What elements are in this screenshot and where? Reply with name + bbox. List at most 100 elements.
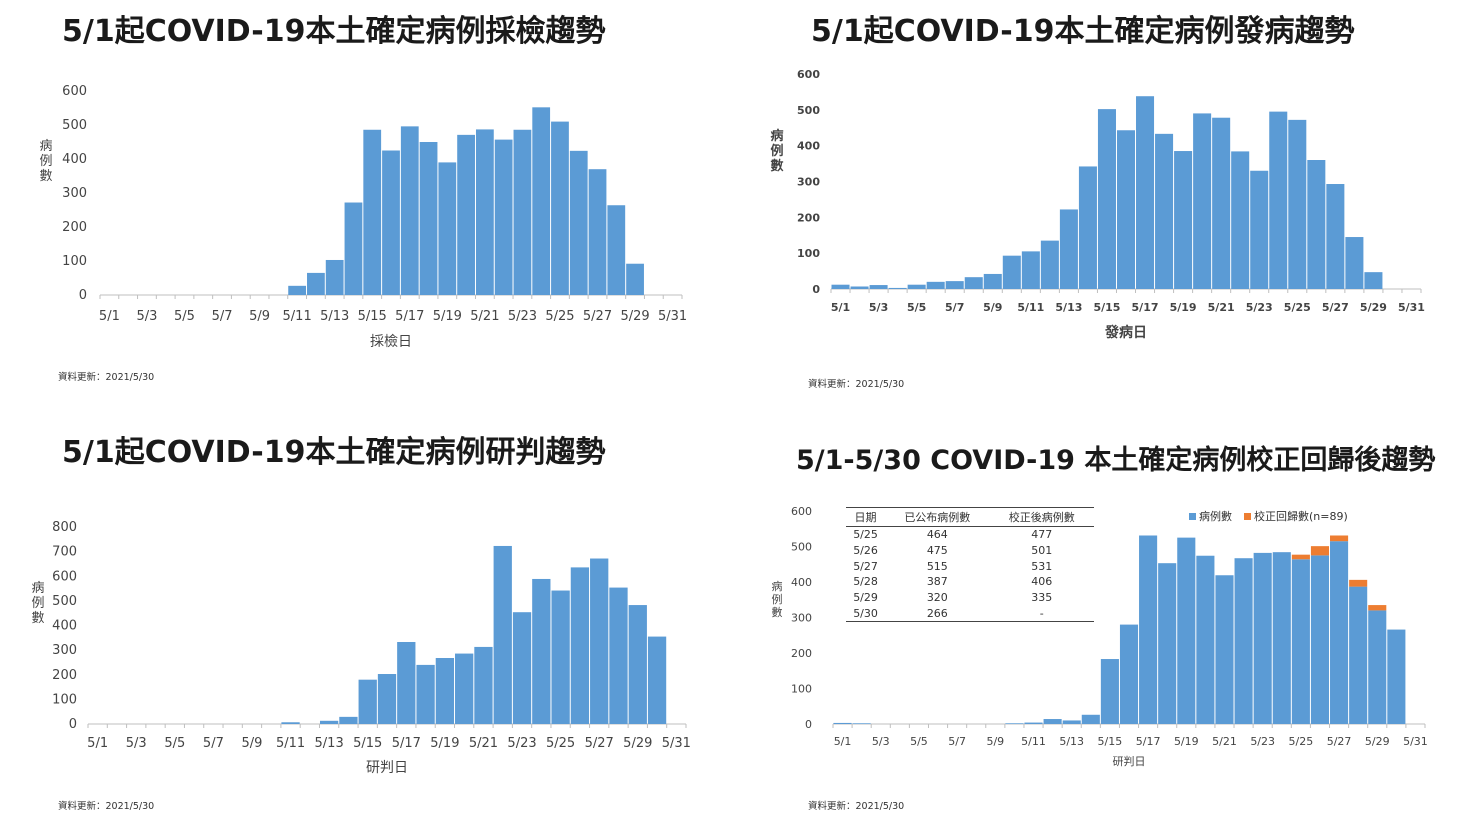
chart-onset-trend: 0 100 200 300 400 500 600 5/1 5/3 5/5 5/7 5/9 5/11 5/… [770,68,1424,341]
x-tick-label: 5/31 [1403,735,1428,748]
bar [1002,255,1021,289]
bar [1364,272,1383,289]
bar [1215,575,1234,724]
table-header-row: 日期 已公布病例數 校正後病例數 [846,507,1094,527]
bar [1231,151,1250,289]
bar [1100,659,1119,724]
bar [1136,96,1155,289]
bar [1387,629,1406,724]
bar [1212,117,1231,289]
bar [363,129,382,295]
bar [1059,209,1078,289]
bar [1288,119,1307,289]
bar [831,284,850,289]
y-tick-label: 300 [52,643,77,658]
y-tick-label: 100 [791,683,812,696]
bar [475,129,494,295]
y-axis-title-char: 例 [770,143,783,159]
y-tick-label: 300 [62,186,87,201]
bar [1040,240,1059,289]
y-axis-title-char: 數 [772,606,783,619]
x-tick-label: 5/23 [507,736,536,751]
x-tick-label: 5/25 [545,309,574,324]
y-tick-label: 200 [52,668,77,683]
y-axis-title-char: 數 [31,611,44,626]
bar [1326,184,1345,289]
table-row: 5/29 320 335 [846,590,1094,606]
bar [570,567,590,724]
x-tick-label: 5/1 [831,301,850,314]
y-tick-label: 600 [791,505,812,518]
table-cell: 320 [926,591,948,605]
bar [850,286,869,289]
y-tick-label: 400 [62,152,87,167]
chart-legend: 病例數 校正回歸數(n=89) [1189,508,1360,524]
table-cell: 5/25 [853,528,878,542]
x-tick-label: 5/13 [1055,301,1082,314]
x-tick-label: 5/17 [395,309,424,324]
x-tick-label: 5/11 [276,736,305,751]
bar [1155,133,1174,289]
table-header: 校正後病例數 [989,507,1094,527]
x-tick-label: 5/15 [358,309,387,324]
y-tick-label: 800 [52,520,77,535]
x-axis-title: 發病日 [1104,324,1147,341]
x-tick-label: 5/25 [546,736,575,751]
x-tick-label: 5/21 [470,309,499,324]
table-cell: 5/29 [853,591,878,605]
bar [1250,170,1269,289]
table-cell: 266 [885,605,990,623]
bar [551,590,570,724]
legend-label: 病例數 [1199,510,1232,523]
x-axis-title: 採檢日 [370,333,412,350]
y-axis-title-char: 例 [31,596,44,611]
y-tick-label: 100 [52,692,77,707]
x-tick-label: 5/13 [1059,735,1084,748]
bar [416,664,435,724]
table-header: 日期 [846,507,886,527]
table-cell: 387 [926,575,948,589]
y-tick-label: 100 [62,254,87,269]
x-tick-label: 5/3 [136,309,157,324]
table-row: 5/28 387 406 [846,574,1094,590]
x-tick-label: 5/21 [1212,735,1237,748]
x-tick-label: 5/3 [872,735,890,748]
bar [945,281,964,289]
x-tick-label: 5/17 [392,736,421,751]
table-cell: 477 [1031,528,1053,542]
bar [1291,559,1310,724]
bar [1078,166,1097,289]
chart-title-corrected: 5/1-5/30 COVID-19 本土確定病例校正回歸後趨勢 [796,445,1436,476]
bar [983,273,1002,289]
x-tick-label: 5/23 [1250,735,1275,748]
bar [1158,563,1177,724]
table-row: 5/30 266 - [846,605,1094,623]
bar [474,646,493,724]
bar-correction [1310,546,1330,556]
table-cell: - [989,605,1094,623]
y-axis-title-char: 例 [39,154,52,169]
x-tick-label: 5/27 [1322,301,1349,314]
bar [382,150,400,295]
bar [494,139,513,295]
y-tick-label: 500 [62,118,87,133]
bar [532,107,551,295]
bar [1116,130,1136,289]
x-tick-label: 5/9 [986,735,1004,748]
x-tick-label: 5/13 [320,309,349,324]
update-note: 資料更新：2021/5/30 [58,372,155,383]
bar [1310,555,1330,724]
x-tick-label: 5/7 [203,736,224,751]
x-tick-label: 5/13 [315,736,344,751]
y-tick-label: 0 [69,717,77,732]
table-row: 5/27 515 531 [846,558,1094,574]
bar [1043,719,1062,724]
update-note: 資料更新：2021/5/30 [58,801,155,812]
chart-title-diagnosis: 5/1起COVID-19本土確定病例研判趨勢 [62,435,606,470]
bar [1177,537,1196,724]
bar [551,121,569,295]
bar [590,558,609,724]
bar [1005,723,1024,724]
y-tick-label: 0 [805,718,812,731]
bar [1081,714,1100,724]
